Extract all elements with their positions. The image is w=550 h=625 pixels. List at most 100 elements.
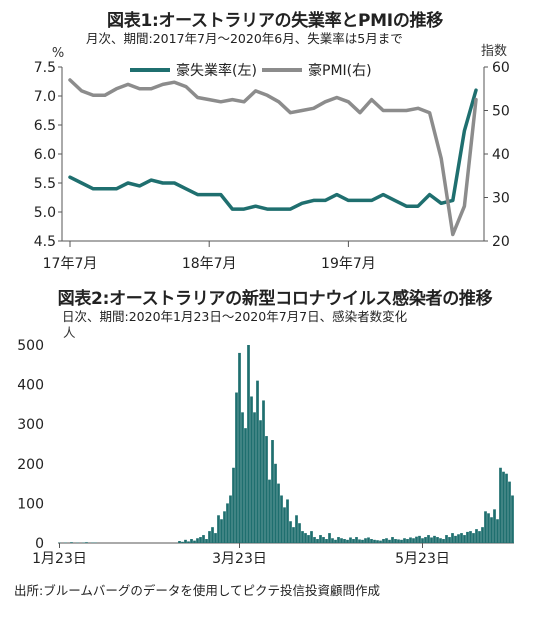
bar [271,440,274,543]
bar [418,535,421,543]
bar [214,533,217,543]
bar [208,531,211,543]
bar [235,392,238,543]
y-tick-label-right: 30 [492,191,510,207]
chart2-title: 図表2:オーストラリアの新型コロナウイルス感染者の推移 [57,289,493,309]
bar [259,420,262,543]
bar [361,539,364,543]
bar [226,503,229,543]
bar [238,352,241,543]
right-axis-unit: 指数 [481,44,507,59]
bar [445,535,448,543]
bar [331,538,334,543]
bar [511,495,514,543]
bar [199,537,202,543]
bar [364,538,367,543]
y-tick-label-2: 200 [17,457,44,473]
bar [499,467,502,543]
bar [307,535,310,543]
bar [496,519,499,543]
bar [478,531,481,543]
bar [475,529,478,543]
bar [190,539,193,543]
bar [463,535,466,543]
bar [346,539,349,543]
bar [286,499,289,543]
bar [316,539,319,543]
bar [274,463,277,543]
y-tick-label-left: 5.0 [34,205,56,221]
bar [442,539,445,543]
bar [298,523,301,543]
bar [250,396,253,543]
bar [385,538,388,543]
bar [484,511,487,543]
y-tick-label-right: 60 [492,60,510,76]
x-tick-label-2: 3月23日 [212,551,267,567]
x-tick-label-2: 5月23日 [395,551,450,567]
x-tick-label-2: 1月23日 [32,551,87,567]
bar [469,531,472,543]
bar [247,345,250,543]
bar [325,539,328,543]
bar [391,537,394,543]
y-tick-label-left: 6.0 [34,147,56,163]
bar [319,535,322,543]
chart2-unit: 人 [63,325,76,340]
bar [178,541,181,543]
series-line-2 [68,78,478,237]
bar [448,537,451,543]
bar [241,412,244,543]
bar [430,537,433,543]
bar [415,536,418,543]
bar [295,515,298,543]
bar [421,538,424,543]
bar [205,539,208,543]
bar [268,479,271,543]
chart1-subtitle: 月次、期間:2017年7月～2020年6月、失業率は5月まで [86,31,403,46]
bar [370,539,373,543]
bar [436,537,439,543]
y-tick-label-left: 4.5 [34,234,56,250]
bar [310,531,313,543]
y-tick-label-left: 7.0 [34,89,56,105]
chart1-plot: 4.5 5.0 5.5 6.0 6.5 7.0 7.5 20 30 40 50 60 17年7月 18年7… [34,44,510,272]
x-tick-label: 18年7月 [182,256,237,272]
bar [472,533,475,543]
bar [322,537,325,543]
chart2-plot: 0 100 200 300 400 500 1月23日 3月23日 5月23日 [17,338,514,567]
bar [211,527,214,543]
bar [181,541,184,543]
bar [301,531,304,543]
bar [313,537,316,543]
bar [280,495,283,543]
bar [277,483,280,543]
y-tick-label-right: 50 [492,104,510,120]
bar [487,513,490,543]
bar [187,541,190,543]
bar [454,535,457,543]
bar [379,540,382,543]
bar [340,538,343,543]
y-tick-label-left: 6.5 [34,118,56,134]
bar [400,539,403,543]
bar [460,533,463,543]
bar [376,540,379,543]
y-tick-label-2: 0 [35,536,44,552]
bar [358,539,361,543]
bar [502,471,505,543]
bar [373,539,376,543]
bar [388,539,391,543]
y-tick-label-right: 40 [492,147,510,163]
bar [451,533,454,543]
bar [232,467,235,543]
bar [337,537,340,543]
bar [439,538,442,543]
y-tick-label-2: 400 [17,378,44,394]
bar [457,534,460,543]
bar [304,533,307,543]
bar [493,509,496,543]
y-tick-label-right: 20 [492,234,510,250]
bar [265,436,268,543]
bar [289,521,292,543]
